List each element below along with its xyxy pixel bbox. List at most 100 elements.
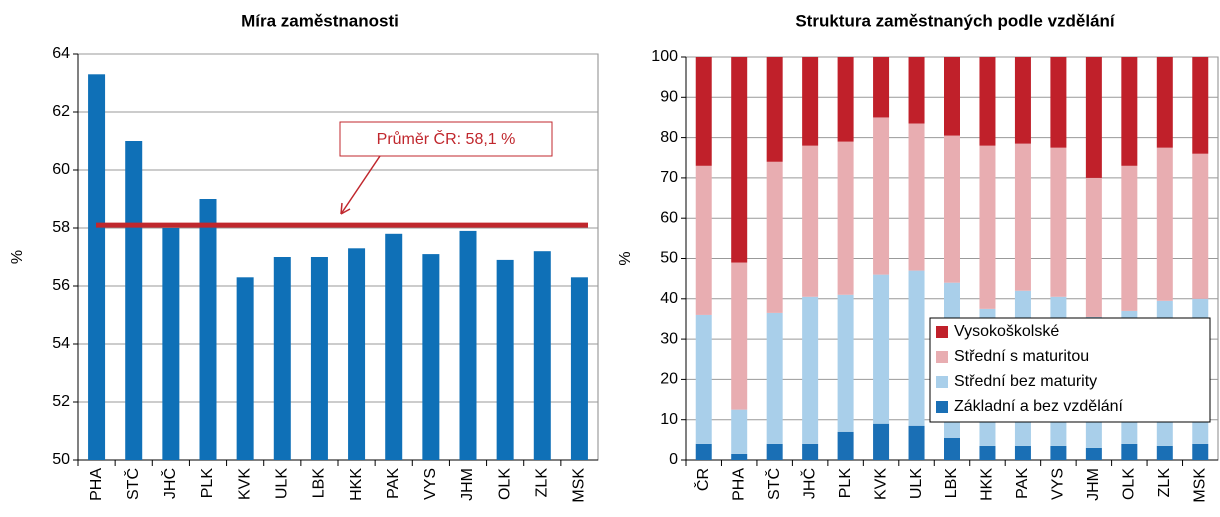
x-tick-label: OLK — [1121, 468, 1138, 500]
bar-segment — [944, 135, 960, 283]
y-tick-label: 60 — [52, 161, 70, 178]
x-tick-label: MSK — [571, 468, 588, 503]
bar-segment — [873, 57, 890, 118]
x-tick-label: PLK — [837, 468, 854, 499]
bar-segment — [1050, 147, 1067, 297]
bar-segment — [1014, 445, 1031, 460]
bar — [125, 141, 143, 460]
y-tick-label: 30 — [660, 330, 678, 347]
y-tick-label: 20 — [660, 371, 678, 388]
bar — [310, 257, 328, 460]
bar — [459, 230, 477, 460]
bar — [348, 248, 366, 460]
bar-segment — [1085, 177, 1102, 317]
x-tick-label: ULK — [908, 468, 925, 499]
x-tick-label: KVK — [236, 468, 253, 500]
x-tick-label: STČ — [764, 468, 783, 500]
y-tick-label: 50 — [660, 250, 678, 267]
bar-segment — [1192, 57, 1209, 154]
bar-segment — [1121, 57, 1138, 166]
bar-segment — [1014, 57, 1031, 144]
x-tick-label: STČ — [123, 468, 142, 500]
bar-segment — [1050, 445, 1067, 460]
legend-label: Střední bez maturity — [954, 373, 1097, 390]
bar-segment — [1192, 443, 1209, 460]
bar-segment — [908, 123, 925, 271]
x-tick-label: PHA — [88, 468, 105, 501]
y-tick-label: 70 — [660, 169, 678, 186]
x-tick-label: LBK — [943, 468, 960, 499]
x-tick-label: ULK — [274, 468, 291, 499]
bar — [385, 233, 403, 460]
y-tick-label: 58 — [52, 219, 70, 236]
legend-label: Základní a bez vzdělání — [954, 398, 1124, 415]
bar-segment — [908, 425, 925, 460]
annotation-arrow — [340, 155, 381, 215]
bar-segment — [837, 431, 854, 460]
y-tick-label: 10 — [660, 411, 678, 428]
legend-swatch — [936, 376, 948, 388]
annotation: Průměr ČR: 58,1 % — [377, 129, 516, 148]
y-tick-label: 52 — [52, 393, 70, 410]
bar-segment — [1085, 57, 1102, 178]
bar-segment — [1014, 143, 1031, 291]
x-tick-label: JHM — [459, 468, 476, 501]
chart-title: Struktura zaměstnaných podle vzdělání — [795, 11, 1116, 30]
bar-segment — [695, 443, 712, 460]
bar-segment — [766, 443, 783, 460]
bar — [273, 257, 291, 460]
x-tick-label: LBK — [311, 468, 328, 499]
x-tick-label: OLK — [496, 468, 513, 500]
bar-segment — [766, 312, 783, 444]
legend-swatch — [936, 401, 948, 413]
bar-segment — [837, 57, 854, 142]
x-tick-label: PLK — [199, 468, 216, 499]
bar-segment — [1156, 147, 1173, 301]
bar-segment — [1192, 153, 1209, 299]
bar-segment — [802, 145, 819, 297]
legend-swatch — [936, 351, 948, 363]
bar — [533, 251, 551, 460]
bar-segment — [802, 296, 819, 444]
x-tick-label: VYS — [422, 468, 439, 500]
x-tick-label: PHA — [730, 468, 747, 501]
bar — [570, 277, 588, 460]
legend-label: Vysokoškolské — [954, 323, 1059, 340]
y-axis-label: % — [9, 250, 26, 264]
y-tick-label: 80 — [660, 129, 678, 146]
bar-segment — [1085, 447, 1102, 460]
y-tick-label: 90 — [660, 89, 678, 106]
x-tick-label: KVK — [872, 468, 889, 500]
bar-segment — [695, 314, 712, 444]
x-tick-label: ZLK — [534, 468, 551, 498]
bar-segment — [873, 274, 890, 424]
y-tick-label: 62 — [52, 103, 70, 120]
y-tick-label: 60 — [660, 209, 678, 226]
y-axis-label: % — [617, 251, 634, 265]
bar — [496, 259, 514, 460]
bar-segment — [731, 262, 748, 410]
x-tick-label: MSK — [1191, 468, 1208, 503]
bar-segment — [1121, 443, 1138, 460]
bar — [88, 74, 106, 461]
bar-segment — [802, 57, 819, 146]
bar — [199, 199, 217, 460]
bar-segment — [1156, 57, 1173, 148]
y-tick-label: 0 — [669, 451, 678, 468]
x-tick-label: JHM — [1085, 468, 1102, 501]
x-tick-label: VYS — [1050, 468, 1067, 500]
bar-segment — [979, 145, 996, 309]
bar-segment — [1050, 57, 1067, 148]
y-tick-label: 100 — [651, 48, 678, 65]
bar-segment — [908, 270, 925, 426]
bar-segment — [731, 57, 748, 263]
y-tick-label: 50 — [52, 451, 70, 468]
x-tick-label: PAK — [1014, 468, 1031, 499]
y-tick-label: 40 — [660, 290, 678, 307]
bar-segment — [837, 141, 854, 295]
x-tick-label: ČR — [693, 468, 712, 491]
bar-segment — [695, 165, 712, 315]
y-tick-label: 64 — [52, 45, 70, 62]
y-tick-label: 56 — [52, 277, 70, 294]
y-tick-label: 54 — [52, 335, 70, 352]
